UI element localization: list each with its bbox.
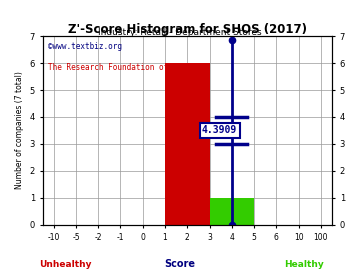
Title: Z'-Score Histogram for SHOS (2017): Z'-Score Histogram for SHOS (2017) [68, 23, 307, 36]
Text: Industry: Retail - Department Stores: Industry: Retail - Department Stores [98, 28, 262, 37]
Text: Score: Score [165, 259, 195, 269]
Bar [210, 198, 254, 225]
Text: 4.3909: 4.3909 [202, 126, 237, 136]
Bar [165, 63, 210, 225]
Y-axis label: Number of companies (7 total): Number of companies (7 total) [15, 72, 24, 190]
Text: Unhealthy: Unhealthy [40, 260, 92, 269]
Text: ©www.textbiz.org: ©www.textbiz.org [48, 42, 122, 51]
Text: The Research Foundation of SUNY: The Research Foundation of SUNY [48, 63, 192, 72]
Text: Healthy: Healthy [284, 260, 324, 269]
